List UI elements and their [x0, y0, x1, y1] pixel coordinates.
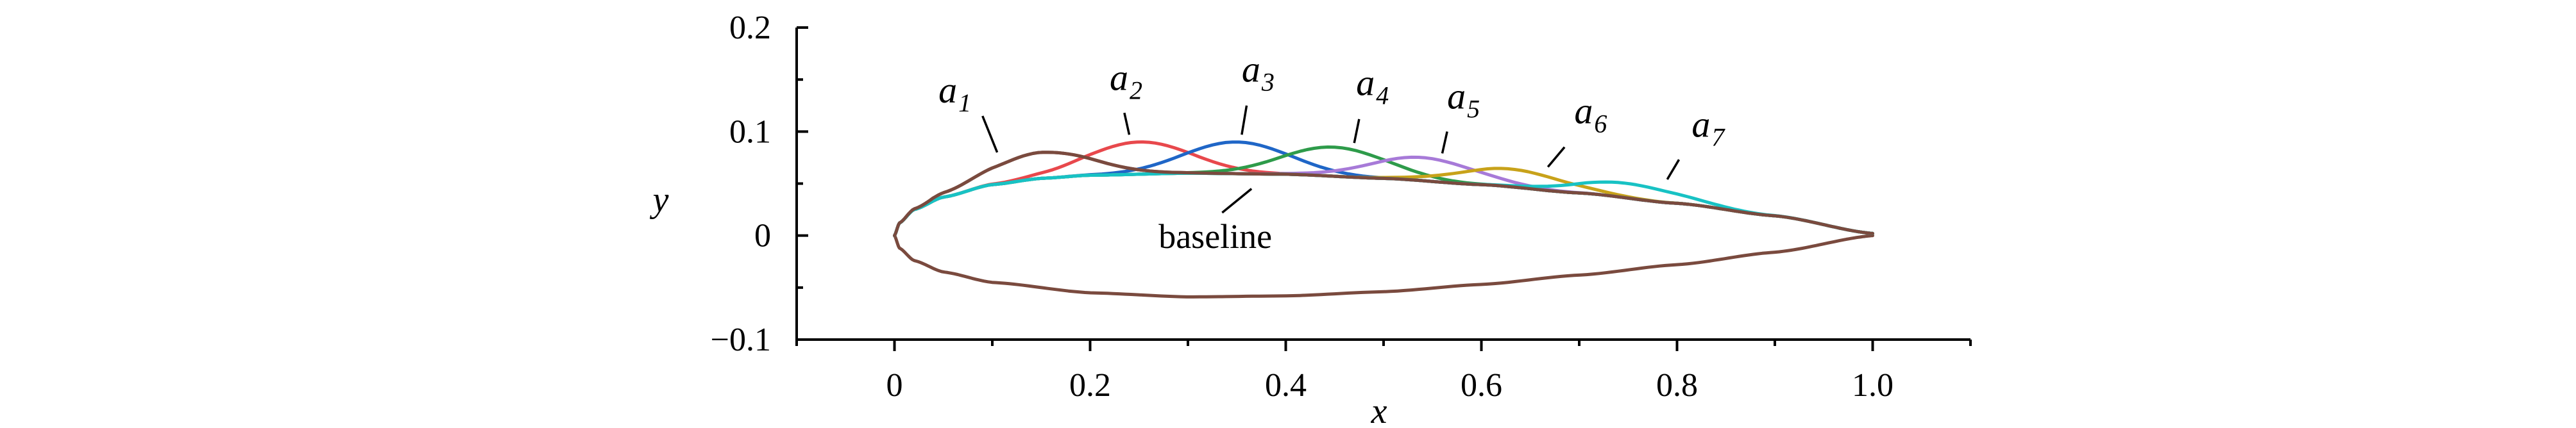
- y-tick-label: 0.1: [729, 113, 771, 150]
- x-tick-label: 0.6: [1461, 367, 1502, 404]
- y-tick-label: 0: [754, 218, 771, 254]
- leader-line-a1: [981, 115, 999, 153]
- baseline-label: baseline: [1158, 217, 1272, 256]
- series-curve-a1: [893, 151, 1874, 238]
- curves: [893, 140, 1874, 299]
- leader-line-a4: [1353, 119, 1360, 144]
- leader-line-a2: [1123, 112, 1131, 135]
- annotation-a4: a4: [1356, 62, 1389, 110]
- x-tick-label: 0.8: [1656, 367, 1698, 404]
- series-curve-a3: [893, 140, 1874, 238]
- annotation-a5: a5: [1447, 76, 1480, 124]
- annotation-a6: a6: [1574, 90, 1607, 138]
- lower-surface-curve: [893, 234, 1874, 299]
- leader-line-a5: [1441, 131, 1448, 154]
- annotation-a3: a3: [1242, 48, 1275, 96]
- annotation-a1: a1: [938, 69, 971, 117]
- x-tick-label: 0: [886, 367, 903, 404]
- leader-line-a7: [1666, 159, 1681, 180]
- annotation-a2: a2: [1110, 56, 1142, 104]
- y-axis-title: y: [650, 180, 669, 220]
- y-tick-label: −0.1: [711, 322, 771, 358]
- baseline-curve: [893, 171, 1874, 238]
- annotations: a1 a2 a3 a4 a5 a6 a7 baseline: [938, 48, 1725, 256]
- series-curve-a2: [893, 140, 1874, 238]
- x-tick-label: 1.0: [1852, 367, 1894, 404]
- annotation-a7: a7: [1691, 103, 1725, 151]
- leader-line-baseline: [1221, 188, 1253, 214]
- axes: 0 0.2 0.4 0.6 0.8 1.0 −0.1 0 0.1 0.2: [711, 10, 1972, 404]
- x-tick-label: 0.2: [1069, 367, 1111, 404]
- x-tick-label: 0.4: [1265, 367, 1307, 404]
- leader-line-a6: [1546, 146, 1566, 168]
- series-curve-a7: [893, 171, 1874, 238]
- y-tick-label: 0.2: [729, 10, 771, 46]
- leader-line-a3: [1241, 105, 1248, 135]
- series-curve-a1-top: [893, 151, 1874, 238]
- x-axis-title: x: [1371, 391, 1387, 428]
- series-curve-a5: [893, 155, 1874, 238]
